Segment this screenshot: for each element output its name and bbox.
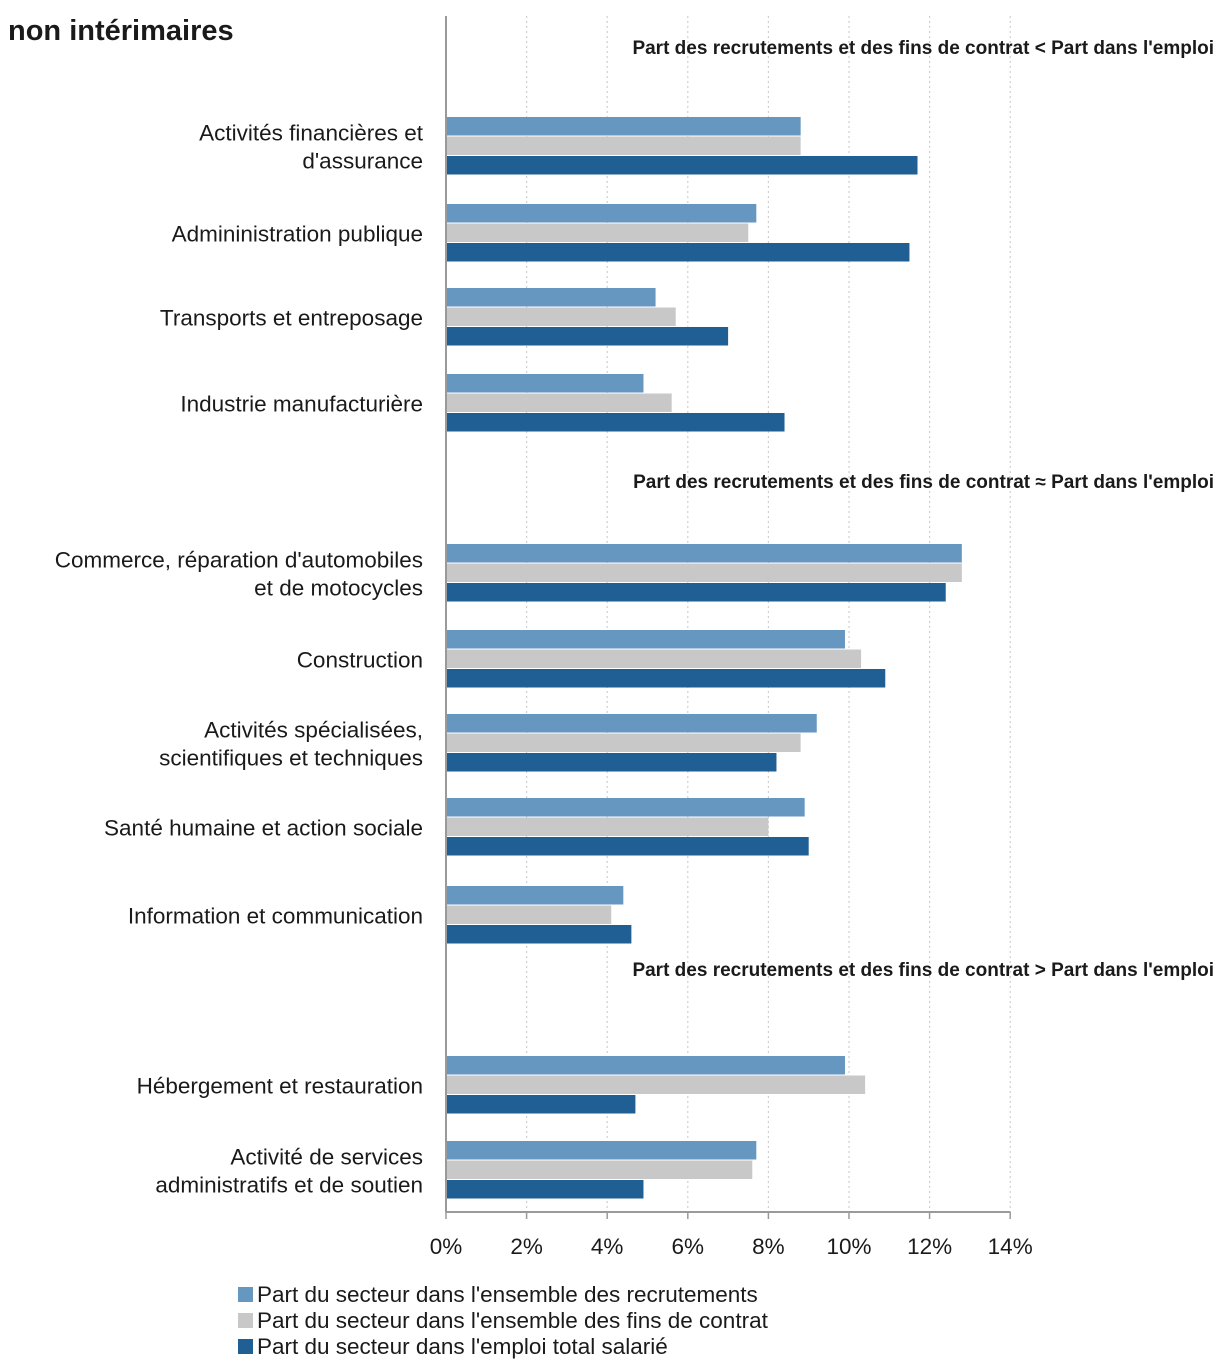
bar [446, 925, 632, 944]
category-label: scientifiques et techniques [159, 745, 423, 770]
legend-swatch [238, 1339, 253, 1354]
bar [446, 733, 801, 752]
bar [446, 374, 644, 393]
category-label: Santé humaine et action sociale [104, 815, 423, 840]
bar [446, 204, 757, 223]
bar [446, 714, 817, 733]
bar [446, 905, 612, 924]
category-label: Information et communication [128, 903, 423, 928]
category-label: Admininistration publique [172, 221, 423, 246]
x-tick-label: 6% [672, 1234, 705, 1259]
bar [446, 327, 729, 346]
category-label: et de motocycles [254, 575, 423, 600]
bar [446, 630, 845, 649]
bar [446, 413, 785, 432]
bar [446, 798, 805, 817]
bar [446, 307, 676, 326]
category-label: Activités spécialisées, [204, 717, 423, 742]
category-label: Construction [297, 647, 423, 672]
x-tick-label: 2% [510, 1234, 543, 1259]
bar [446, 669, 886, 688]
bar [446, 544, 962, 563]
group-title: Part des recrutements et des fins de con… [633, 472, 1214, 493]
legend: Part du secteur dans l'ensemble des recr… [238, 1282, 769, 1359]
legend-label: Part du secteur dans l'ensemble des fins… [257, 1308, 769, 1333]
category-label: administratifs et de soutien [155, 1172, 423, 1197]
group-title: Part des recrutements et des fins de con… [632, 960, 1214, 981]
grid [525, 16, 1011, 1212]
bar [446, 886, 624, 905]
category-label: Hébergement et restauration [137, 1073, 423, 1098]
x-tick-label: 10% [826, 1234, 871, 1259]
x-tick-label: 8% [752, 1234, 785, 1259]
bar [446, 156, 918, 175]
legend-label: Part du secteur dans l'ensemble des recr… [257, 1282, 758, 1307]
legend-label: Part du secteur dans l'emploi total sala… [257, 1334, 668, 1359]
legend-swatch [238, 1287, 253, 1302]
bar [446, 1141, 757, 1160]
bar [446, 817, 769, 836]
chart-title: non intérimaires [8, 15, 234, 47]
bar [446, 1160, 753, 1179]
category-label: Activités financières et [199, 120, 424, 145]
bar [446, 649, 862, 668]
axes [445, 16, 1011, 1219]
bar [446, 393, 672, 412]
bar [446, 1180, 644, 1199]
bar [446, 1075, 866, 1094]
bars [446, 117, 962, 1199]
bar [446, 563, 962, 582]
x-tick-labels: 0% 2% 4% 6% 8% 10% 12% 14% [430, 1234, 1033, 1259]
bar [446, 223, 749, 242]
category-label: d'assurance [302, 148, 423, 173]
group-title: Part des recrutements et des fins de con… [632, 38, 1214, 59]
bar [446, 837, 809, 856]
x-tick-label: 4% [591, 1234, 624, 1259]
category-label: Commerce, réparation d'automobiles [55, 547, 423, 572]
bar [446, 243, 910, 262]
x-tick-label: 0% [430, 1234, 463, 1259]
bar [446, 136, 801, 155]
bar [446, 1095, 636, 1114]
legend-swatch [238, 1313, 253, 1328]
bar [446, 117, 801, 136]
bar [446, 288, 656, 307]
x-tick-label: 12% [907, 1234, 952, 1259]
category-label: Activité de services [230, 1144, 423, 1169]
bar [446, 583, 946, 602]
bar [446, 753, 777, 772]
category-label: Industrie manufacturière [180, 391, 423, 416]
category-labels: Activités financières et d'assurance Admin… [55, 120, 424, 1197]
category-label: Transports et entreposage [160, 305, 423, 330]
group-titles: Part des recrutements et des fins de con… [632, 38, 1214, 981]
x-tick-label: 14% [988, 1234, 1033, 1259]
bar [446, 1056, 845, 1075]
